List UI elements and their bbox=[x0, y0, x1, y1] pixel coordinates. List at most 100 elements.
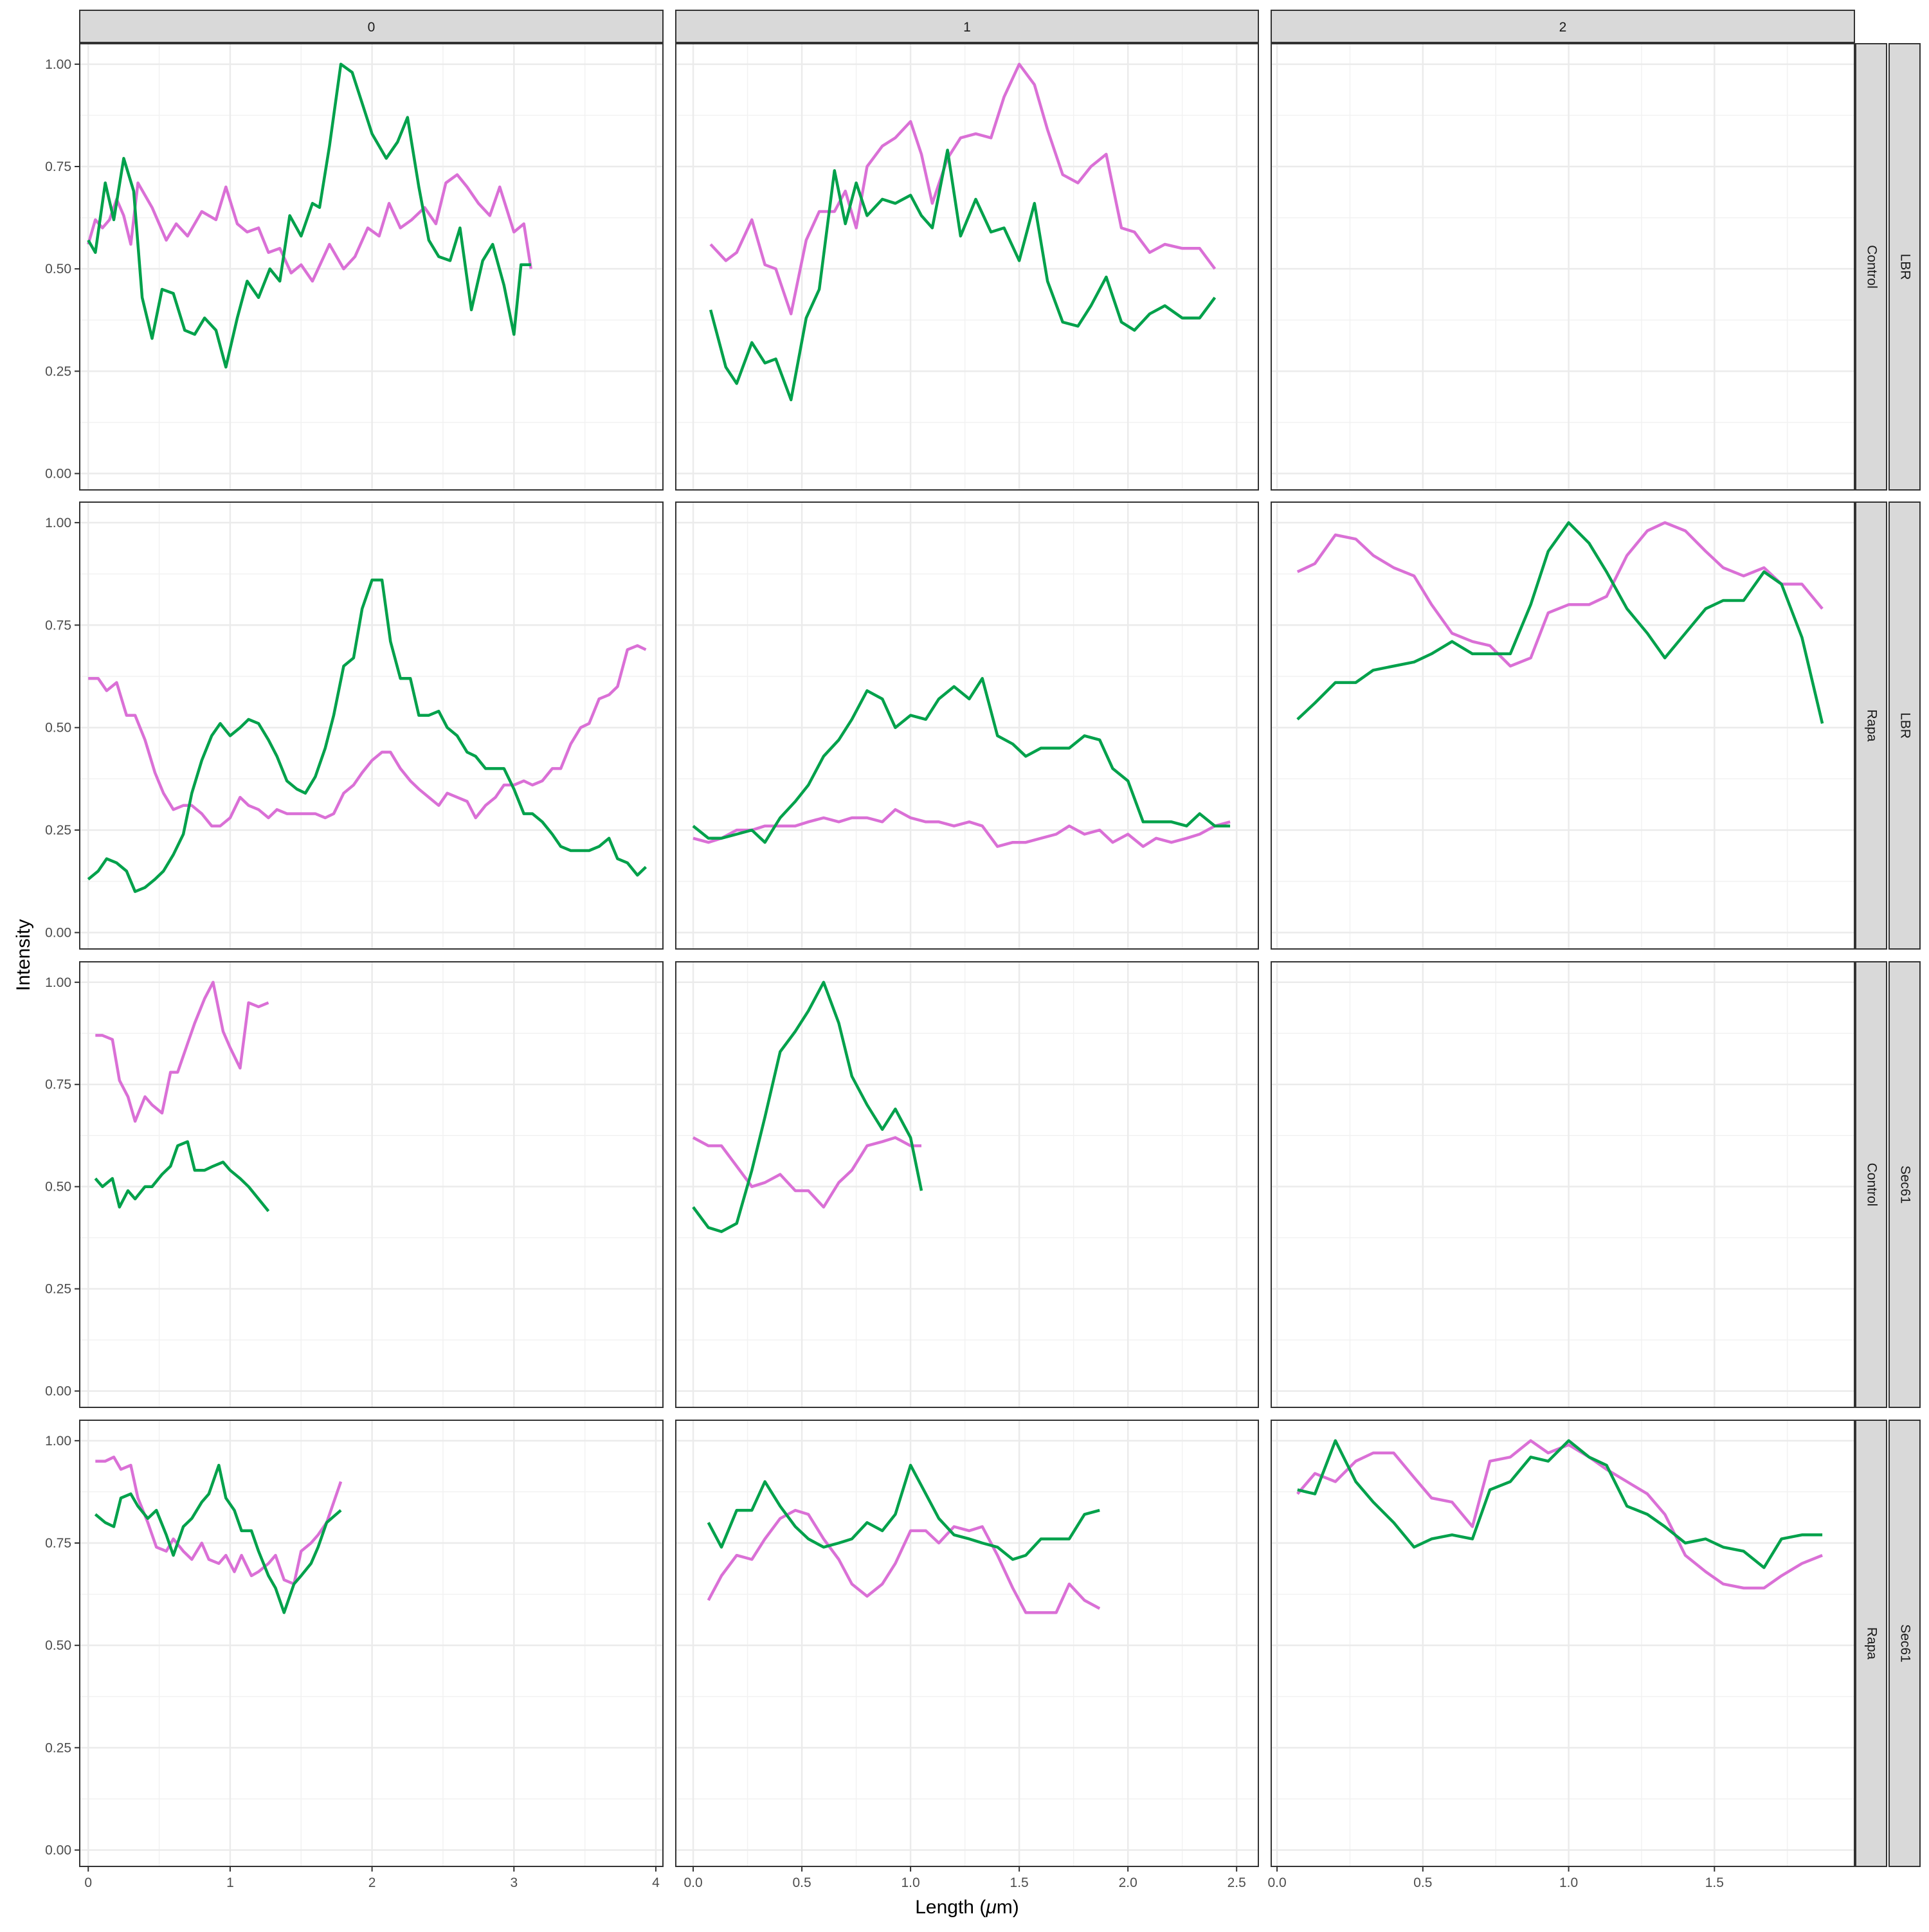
x-tick-label: 0.0 bbox=[1267, 1875, 1286, 1890]
series-line-green bbox=[709, 149, 1217, 402]
panel-border bbox=[1271, 43, 1855, 491]
series-line-magenta bbox=[88, 644, 647, 827]
row-strip-outer bbox=[1888, 1420, 1921, 1867]
panel-background bbox=[676, 502, 1258, 949]
series-line-green bbox=[1296, 521, 1824, 724]
y-tick-label: 0.75 bbox=[45, 159, 71, 174]
y-tick-label: 0.00 bbox=[45, 1384, 71, 1399]
series-line-magenta bbox=[1296, 521, 1824, 668]
series-line-green bbox=[707, 1463, 1100, 1561]
row-strip-outer bbox=[1888, 43, 1921, 491]
y-tick-label: 0.00 bbox=[45, 467, 71, 482]
x-axis-title: Length (μm) bbox=[915, 1897, 1019, 1918]
row-strip-inner bbox=[1855, 1420, 1887, 1867]
panel-border bbox=[1271, 961, 1855, 1408]
row-strip-inner-label: Control bbox=[1864, 1163, 1879, 1207]
x-tick-label: 1.0 bbox=[1559, 1875, 1578, 1890]
panel-background bbox=[1271, 962, 1854, 1407]
y-tick-label: 0.50 bbox=[45, 262, 71, 276]
panel-background bbox=[1271, 502, 1854, 949]
x-tick-label: 1.5 bbox=[1010, 1875, 1029, 1890]
series-line-magenta bbox=[692, 1136, 921, 1209]
y-tick-label: 0.25 bbox=[45, 1282, 71, 1297]
panel-series-0-1 bbox=[709, 62, 1217, 402]
row-strip-outer-label: LBR bbox=[1897, 712, 1912, 739]
x-tick-label: 2 bbox=[368, 1875, 376, 1890]
row-strip-outer-label: Sec61 bbox=[1897, 1624, 1912, 1663]
row-strip-inner-label: Rapa bbox=[1864, 1627, 1879, 1660]
row-strip-inner-label: Rapa bbox=[1864, 709, 1879, 742]
panel-1-2 bbox=[1271, 502, 1854, 949]
panel-0-1 bbox=[676, 44, 1258, 490]
y-tick-label: 0.75 bbox=[45, 618, 71, 633]
panel-series-2-1 bbox=[692, 980, 923, 1233]
row-strip-inner-label: Control bbox=[1864, 245, 1879, 289]
panel-0-0 bbox=[80, 44, 663, 490]
y-tick-label: 1.00 bbox=[45, 1434, 71, 1449]
row-strip-inner bbox=[1855, 501, 1887, 950]
column-strip bbox=[1271, 10, 1855, 43]
panel-2-1 bbox=[676, 962, 1258, 1407]
panel-series-3-2 bbox=[1296, 1439, 1823, 1590]
panel-border bbox=[675, 501, 1259, 950]
series-line-magenta bbox=[1296, 1439, 1823, 1590]
panel-series-0-0 bbox=[87, 62, 533, 369]
row-strip-outer bbox=[1888, 961, 1921, 1408]
y-tick-label: 0.25 bbox=[45, 1740, 71, 1755]
y-tick-label: 0.25 bbox=[45, 364, 71, 379]
y-tick-label: 0.75 bbox=[45, 1536, 71, 1551]
panel-background bbox=[676, 44, 1258, 490]
x-tick-label: 0.5 bbox=[792, 1875, 811, 1890]
panel-border bbox=[79, 1420, 664, 1867]
series-line-green bbox=[87, 62, 531, 369]
column-strip bbox=[675, 10, 1259, 43]
panel-border bbox=[79, 43, 664, 491]
y-tick-label: 1.00 bbox=[45, 516, 71, 530]
row-strip-inner bbox=[1855, 961, 1887, 1408]
x-tick-label: 1.0 bbox=[901, 1875, 920, 1890]
row-strip-outer-label: Sec61 bbox=[1897, 1166, 1912, 1204]
panel-series-2-0 bbox=[94, 980, 270, 1213]
panel-border bbox=[675, 961, 1259, 1408]
panel-border bbox=[79, 961, 664, 1408]
y-tick-label: 0.00 bbox=[45, 1843, 71, 1858]
x-tick-label: 0.0 bbox=[684, 1875, 702, 1890]
panel-3-0 bbox=[80, 1420, 663, 1866]
series-line-magenta bbox=[87, 173, 533, 283]
panel-background bbox=[676, 962, 1258, 1407]
panel-series-3-1 bbox=[707, 1463, 1101, 1614]
y-tick-label: 0.50 bbox=[45, 1180, 71, 1195]
series-line-magenta bbox=[95, 1456, 343, 1585]
panel-border bbox=[79, 501, 664, 950]
panel-series-1-0 bbox=[87, 578, 648, 893]
x-tick-label: 0 bbox=[84, 1875, 92, 1890]
panel-1-1 bbox=[676, 502, 1258, 949]
series-line-green bbox=[87, 578, 648, 893]
y-tick-label: 0.50 bbox=[45, 1638, 71, 1653]
panel-background bbox=[1271, 44, 1854, 490]
row-strip-outer bbox=[1888, 501, 1921, 950]
column-strip-label: 2 bbox=[1559, 20, 1567, 35]
y-tick-label: 1.00 bbox=[45, 57, 71, 72]
series-line-green bbox=[94, 1140, 270, 1213]
row-strip-outer-label: LBR bbox=[1897, 254, 1912, 280]
series-line-magenta bbox=[707, 1508, 1101, 1614]
series-line-green bbox=[692, 676, 1231, 844]
panel-1-0 bbox=[80, 502, 663, 949]
y-tick-label: 0.00 bbox=[45, 925, 71, 940]
y-tick-label: 0.50 bbox=[45, 721, 71, 736]
x-tick-label: 2.0 bbox=[1119, 1875, 1137, 1890]
x-tick-label: 4 bbox=[652, 1875, 660, 1890]
series-line-green bbox=[692, 980, 923, 1233]
column-strip-label: 0 bbox=[368, 20, 376, 35]
x-tick-label: 1 bbox=[226, 1875, 234, 1890]
panel-border bbox=[675, 43, 1259, 491]
row-strip-inner bbox=[1855, 43, 1887, 491]
panel-series-3-0 bbox=[94, 1456, 343, 1614]
x-tick-label: 1.5 bbox=[1705, 1875, 1724, 1890]
column-strip-label: 1 bbox=[963, 20, 971, 35]
column-strip bbox=[79, 10, 664, 43]
x-tick-label: 3 bbox=[510, 1875, 518, 1890]
panel-series-1-1 bbox=[692, 676, 1231, 848]
